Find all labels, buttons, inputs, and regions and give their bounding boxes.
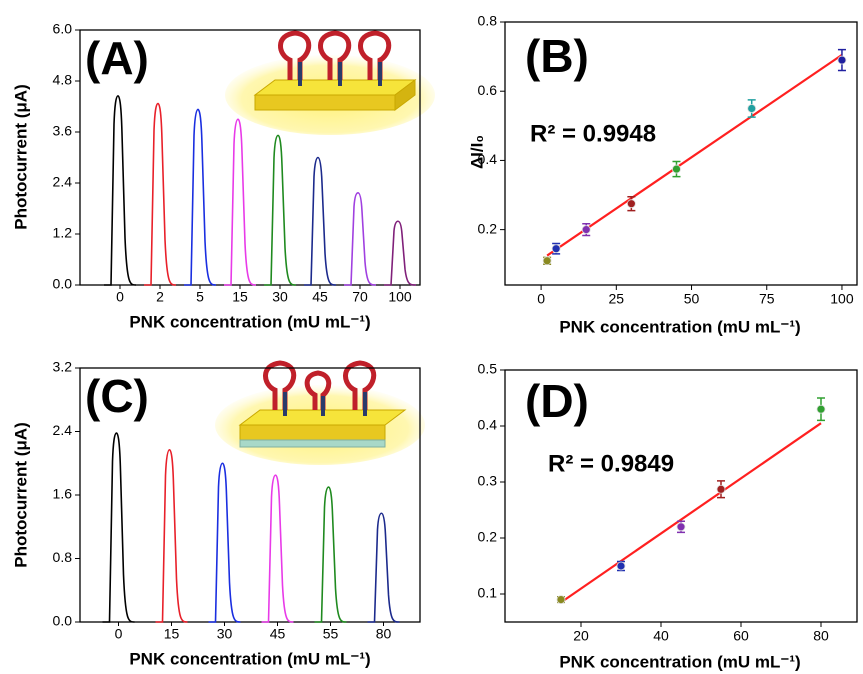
plot-frame xyxy=(504,21,858,286)
y-tick-label: 0.2 xyxy=(478,529,498,545)
x-tick-label: 30 xyxy=(272,289,288,305)
y-tick-label: 0.4 xyxy=(478,417,498,433)
y-tick-label: 3.2 xyxy=(53,359,73,375)
data-point xyxy=(676,522,686,532)
data-point xyxy=(816,404,826,414)
y-tick-label: 0.0 xyxy=(53,276,73,292)
y-tick-label: 1.2 xyxy=(53,225,73,241)
photocurrent-peak xyxy=(102,432,135,623)
x-tick-label: 45 xyxy=(312,289,328,305)
photocurrent-peak xyxy=(304,156,337,286)
y-tick-label: 0.3 xyxy=(478,473,498,489)
y-tick-label: 1.6 xyxy=(53,486,73,502)
x-axis-title: PNK concentration (mU mL⁻¹) xyxy=(129,649,370,668)
photocurrent-peak xyxy=(208,462,241,623)
x-tick-label: 15 xyxy=(164,626,180,642)
data-point xyxy=(747,104,757,113)
x-tick-label: 100 xyxy=(830,291,854,307)
y-axis-title: Photocurrent (μA) xyxy=(11,422,30,567)
x-tick-label: 0 xyxy=(537,291,545,307)
x-tick-label: 75 xyxy=(759,291,775,307)
y-tick-label: 0.0 xyxy=(53,613,73,629)
y-axis-title: Photocurrent (μA) xyxy=(11,84,30,229)
panel-label: (B) xyxy=(525,30,589,82)
x-tick-label: 40 xyxy=(653,628,669,644)
x-tick-label: 5 xyxy=(196,289,204,305)
y-tick-label: 0.8 xyxy=(53,549,73,565)
x-tick-label: 50 xyxy=(684,291,700,307)
annotation: R² = 0.9948 xyxy=(530,120,656,147)
photocurrent-peak xyxy=(384,220,417,286)
x-tick-label: 25 xyxy=(609,291,625,307)
y-tick-label: 0.8 xyxy=(478,13,498,29)
photocurrent-peak xyxy=(104,95,137,286)
x-tick-label: 15 xyxy=(232,289,248,305)
data-point xyxy=(837,55,847,65)
inset-c xyxy=(215,360,425,465)
y-tick-label: 0.1 xyxy=(478,585,498,601)
panel-label: (C) xyxy=(85,370,149,422)
data-point xyxy=(556,595,566,604)
photocurrent-peak xyxy=(314,486,347,623)
x-tick-label: 55 xyxy=(323,626,339,642)
photocurrent-peak xyxy=(344,191,377,286)
x-tick-label: 0 xyxy=(115,626,123,642)
data-point xyxy=(542,256,552,266)
photocurrent-peak xyxy=(261,474,294,623)
y-tick-label: 0.5 xyxy=(478,361,498,377)
annotation: R² = 0.9849 xyxy=(548,450,674,477)
x-tick-label: 30 xyxy=(217,626,233,642)
photocurrent-peak xyxy=(144,102,177,286)
data-point xyxy=(672,164,681,174)
y-tick-label: 6.0 xyxy=(53,21,73,37)
x-tick-label: 20 xyxy=(573,628,589,644)
data-point xyxy=(551,244,561,254)
x-axis-title: PNK concentration (mU mL⁻¹) xyxy=(559,317,800,336)
y-tick-label: 3.6 xyxy=(53,123,73,139)
data-point xyxy=(581,225,591,235)
x-axis-title: PNK concentration (mU mL⁻¹) xyxy=(129,312,370,331)
y-tick-label: 0.6 xyxy=(478,82,498,98)
data-point xyxy=(716,484,726,494)
photocurrent-peak xyxy=(224,118,257,286)
y-tick-label: 0.4 xyxy=(478,151,498,167)
panel-label: (A) xyxy=(85,32,149,84)
plot-frame xyxy=(79,29,421,286)
x-tick-label: 2 xyxy=(156,289,164,305)
photocurrent-peak xyxy=(264,134,297,286)
x-tick-label: 0 xyxy=(116,289,124,305)
x-tick-label: 45 xyxy=(270,626,286,642)
data-point xyxy=(616,561,626,571)
y-tick-label: 0.2 xyxy=(478,220,498,236)
data-point xyxy=(626,199,636,209)
x-tick-label: 80 xyxy=(376,626,392,642)
x-tick-label: 100 xyxy=(388,289,412,305)
x-tick-label: 60 xyxy=(733,628,749,644)
fit-line xyxy=(546,53,843,257)
plot-frame xyxy=(504,369,858,623)
fit-line xyxy=(560,422,822,604)
inset-a xyxy=(225,30,435,135)
x-axis-title: PNK concentration (mU mL⁻¹) xyxy=(559,652,800,671)
photocurrent-peak xyxy=(184,108,217,286)
photocurrent-peak xyxy=(367,512,400,623)
y-axis-title: ΔI/I₀ xyxy=(467,135,486,169)
y-tick-label: 4.8 xyxy=(53,72,73,88)
x-tick-label: 70 xyxy=(352,289,368,305)
y-tick-label: 2.4 xyxy=(53,422,73,438)
y-tick-label: 2.4 xyxy=(53,174,73,190)
panel-label: (D) xyxy=(525,375,589,427)
photocurrent-peak xyxy=(155,448,188,623)
x-tick-label: 80 xyxy=(813,628,829,644)
